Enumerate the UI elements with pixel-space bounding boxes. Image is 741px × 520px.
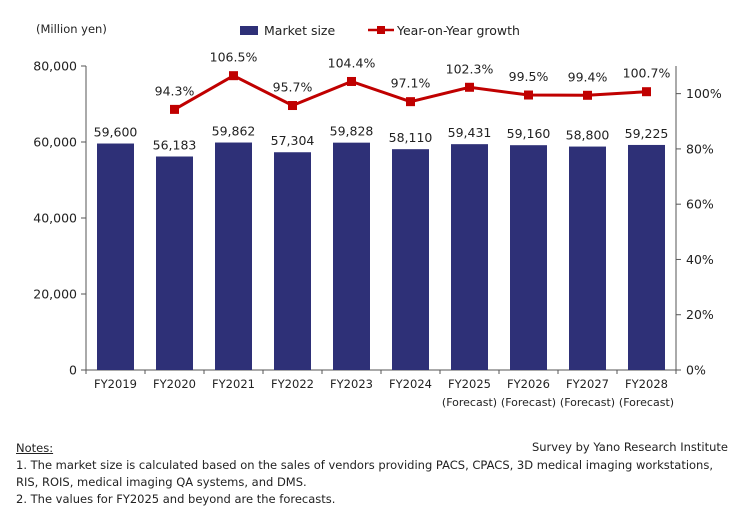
bar-value-label: 59,600 — [94, 125, 138, 140]
growth-point — [465, 82, 474, 92]
growth-value-label: 106.5% — [210, 50, 258, 65]
y-left-tick-label: 20,000 — [33, 287, 77, 302]
x-tick-label: FY2020 — [153, 377, 196, 391]
bar — [215, 142, 252, 370]
y-right-tick-label: 80% — [686, 141, 714, 156]
bar-labels: 59,600 56,183 59,862 57,304 59,828 58,110 59,4… — [94, 124, 669, 153]
bar — [97, 143, 134, 370]
bar-value-label: 59,160 — [507, 126, 551, 141]
bar — [392, 149, 429, 370]
growth-line — [170, 71, 651, 114]
legend-market-size-label: Market size — [264, 23, 335, 38]
y-left-tick-label: 40,000 — [33, 211, 77, 226]
growth-point — [288, 101, 297, 111]
y-right-tick-label: 0% — [686, 363, 706, 378]
unit-label: (Million yen) — [36, 22, 107, 36]
x-tick-label: FY2026 — [507, 377, 550, 391]
growth-value-label: 100.7% — [623, 66, 671, 81]
y-right-tick-label: 40% — [686, 252, 714, 267]
bar — [156, 156, 193, 370]
x-tick-label: FY2025 — [448, 377, 491, 391]
bar-value-label: 58,110 — [389, 130, 433, 145]
growth-point — [524, 90, 533, 100]
growth-point — [583, 90, 592, 100]
x-tick-label: FY2019 — [94, 377, 137, 391]
notes: Notes: 1. The market size is calculated … — [16, 440, 728, 508]
x-tick-label: FY2028 — [625, 377, 668, 391]
x-tick-sublabel: (Forecast) — [560, 396, 615, 409]
bar — [510, 145, 547, 370]
growth-point — [642, 87, 651, 97]
bar — [333, 142, 370, 370]
chart: (Million yen) Market size Year-on-Year g… — [33, 22, 722, 409]
legend: Market size Year-on-Year growth — [240, 23, 520, 38]
legend-growth-marker — [377, 26, 385, 34]
x-tick-sublabel: (Forecast) — [619, 396, 674, 409]
bar-value-label: 59,225 — [625, 126, 669, 141]
growth-labels: 94.3% 106.5% 95.7% 104.4% 97.1% 102.3% 99.5% 99… — [155, 50, 671, 99]
bar-value-label: 59,431 — [448, 125, 492, 140]
growth-value-label: 95.7% — [273, 80, 313, 95]
x-labels: FY2019 FY2020 FY2021 FY2022 FY2023 FY2024 FY20… — [94, 377, 674, 409]
note-line: RIS, ROIS, medical imaging QA systems, a… — [16, 475, 307, 489]
bars — [97, 142, 665, 370]
note-line: 2. The values for FY2025 and beyond are … — [16, 492, 336, 506]
notes-title: Notes: — [16, 441, 54, 455]
growth-value-label: 97.1% — [391, 76, 431, 91]
growth-point — [406, 97, 415, 107]
x-tick-label: FY2021 — [212, 377, 255, 391]
y-right-tick-label: 100% — [686, 86, 722, 101]
x-tick-label: FY2024 — [389, 377, 432, 391]
y-left-tick-label: 60,000 — [33, 135, 77, 150]
bar-value-label: 57,304 — [271, 133, 315, 148]
growth-value-label: 99.5% — [509, 69, 549, 84]
note-line: 1. The market size is calculated based o… — [16, 458, 713, 472]
bar-value-label: 59,862 — [212, 124, 256, 139]
x-tick-label: FY2022 — [271, 377, 314, 391]
growth-value-label: 102.3% — [446, 61, 494, 76]
growth-value-label: 94.3% — [155, 83, 195, 98]
legend-market-size-swatch — [240, 26, 258, 35]
bar — [274, 152, 311, 370]
y-right-tick-label: 60% — [686, 197, 714, 212]
bar-value-label: 56,183 — [153, 138, 197, 153]
x-tick-label: FY2027 — [566, 377, 609, 391]
x-tick-sublabel: (Forecast) — [501, 396, 556, 409]
bar — [569, 146, 606, 370]
growth-value-label: 104.4% — [328, 55, 376, 70]
y-left-tick-label: 0 — [69, 363, 77, 378]
y-left-tick-label: 80,000 — [33, 59, 77, 74]
growth-value-label: 99.4% — [568, 69, 608, 84]
bar-value-label: 58,800 — [566, 128, 610, 143]
bar — [451, 144, 488, 370]
bar — [628, 144, 665, 370]
source-credit: Survey by Yano Research Institute — [531, 440, 728, 454]
bar-value-label: 59,828 — [330, 124, 374, 139]
x-tick-label: FY2023 — [330, 377, 373, 391]
axes: 0 20,000 40,000 60,000 80,000 0% 20% 40% 60% 80% 1… — [33, 59, 722, 378]
growth-point — [347, 76, 356, 86]
x-tick-sublabel: (Forecast) — [442, 396, 497, 409]
legend-growth-label: Year-on-Year growth — [396, 23, 520, 38]
growth-point — [229, 71, 238, 81]
growth-point — [170, 104, 179, 114]
y-right-tick-label: 20% — [686, 307, 714, 322]
